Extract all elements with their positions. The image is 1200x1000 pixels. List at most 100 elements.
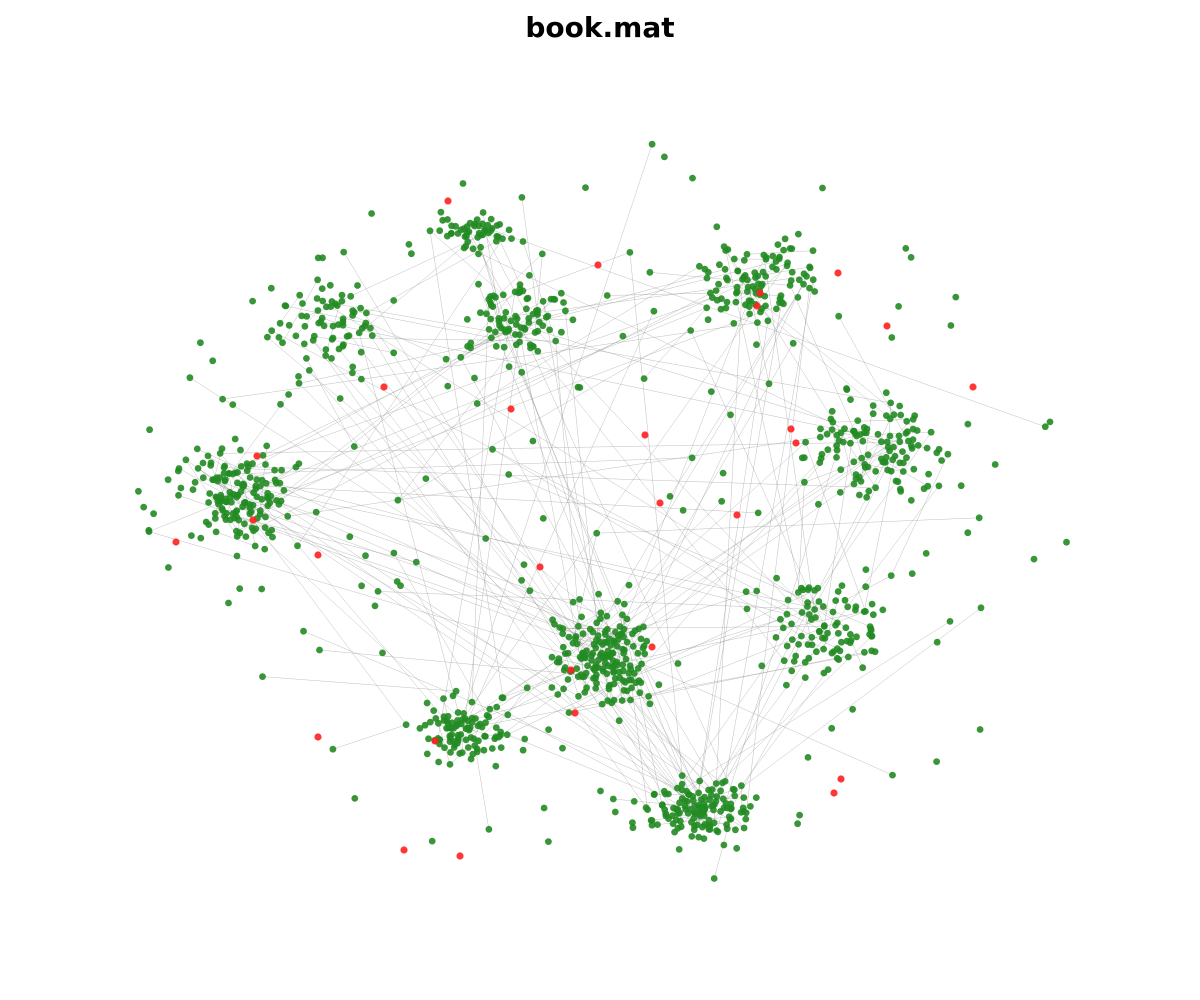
graph-node [488, 334, 495, 342]
graph-node [284, 512, 292, 520]
graph-node [562, 307, 569, 315]
graph-node [798, 609, 806, 616]
graph-node [794, 294, 802, 301]
graph-node [261, 524, 269, 531]
graph-node [964, 420, 972, 428]
graph-node [752, 274, 759, 281]
graph-node [350, 443, 358, 450]
graph-node [777, 292, 785, 300]
graph-node [790, 658, 798, 665]
highlighted-node [431, 737, 439, 745]
graph-node [574, 383, 582, 391]
graph-node [423, 750, 431, 758]
graph-node [601, 631, 609, 638]
graph-node [313, 295, 321, 302]
graph-node [206, 490, 214, 497]
graph-node [820, 645, 827, 653]
graph-node [659, 801, 666, 809]
graph-node [909, 415, 917, 423]
highlighted-node [969, 383, 977, 391]
graph-node [479, 220, 486, 228]
highlighted-node [830, 789, 838, 797]
graph-node [675, 846, 683, 853]
graph-node [599, 641, 606, 648]
graph-node [829, 608, 837, 616]
graph-node [824, 629, 831, 637]
graph-node [689, 797, 697, 804]
graph-node [832, 621, 839, 629]
graph-node [314, 307, 322, 314]
graph-node [292, 332, 300, 340]
graph-node [216, 450, 224, 457]
graph-node [899, 468, 907, 475]
graph-node [868, 647, 876, 655]
highlighted-node [834, 269, 842, 277]
graph-node [805, 584, 813, 591]
graph-node [626, 662, 634, 670]
graph-node [534, 327, 542, 335]
graph-node [301, 322, 309, 330]
graph-node [944, 450, 952, 458]
graph-node [679, 507, 687, 514]
graph-node [784, 596, 792, 604]
highlighted-node [756, 289, 764, 297]
graph-node [504, 711, 512, 719]
graph-node [511, 288, 519, 296]
graph-node [442, 355, 450, 363]
graph-node [838, 582, 846, 589]
graph-node [654, 821, 661, 828]
graph-node [471, 374, 478, 382]
graph-node [437, 208, 445, 216]
graph-node [477, 243, 484, 251]
graph-node [481, 732, 488, 740]
graph-node [744, 276, 751, 284]
graph-node [458, 749, 466, 756]
graph-node [833, 645, 841, 652]
graph-node [814, 584, 822, 592]
graph-node [441, 744, 448, 752]
graph-node [237, 446, 244, 454]
graph-node [354, 282, 361, 289]
graph-node [521, 325, 529, 333]
graph-node [490, 292, 497, 300]
graph-node [591, 666, 598, 674]
graph-node [197, 339, 204, 347]
graph-node [783, 262, 791, 270]
graph-node [285, 391, 292, 398]
graph-node [538, 250, 546, 258]
graph-node [678, 772, 686, 779]
graph-node [713, 827, 720, 834]
graph-node [629, 643, 637, 650]
graph-node [850, 480, 858, 488]
graph-node [705, 823, 713, 830]
graph-node [655, 681, 663, 689]
highlighted-node [444, 197, 452, 205]
graph-node [862, 583, 870, 591]
graph-node [232, 469, 239, 477]
graph-node [881, 458, 889, 466]
graph-node [303, 355, 310, 362]
graph-node [609, 795, 617, 803]
graph-node [828, 426, 836, 433]
graph-node [828, 724, 836, 732]
graph-node [616, 623, 624, 630]
graph-node [729, 785, 737, 793]
graph-node [847, 637, 855, 644]
graph-node [933, 758, 940, 765]
graph-node [705, 816, 713, 824]
graph-node [872, 468, 880, 475]
graph-node [818, 450, 826, 458]
graph-node [559, 630, 567, 637]
graph-node [205, 499, 213, 506]
graph-node [592, 685, 600, 692]
graph-node [374, 588, 382, 595]
graph-node [237, 488, 245, 495]
graph-node [631, 627, 639, 635]
graph-node [603, 670, 611, 678]
graph-node [789, 339, 797, 347]
graph-node [598, 700, 606, 708]
graph-node [489, 303, 497, 310]
graph-node [450, 744, 458, 751]
graph-node [367, 324, 374, 332]
graph-node [716, 261, 723, 269]
